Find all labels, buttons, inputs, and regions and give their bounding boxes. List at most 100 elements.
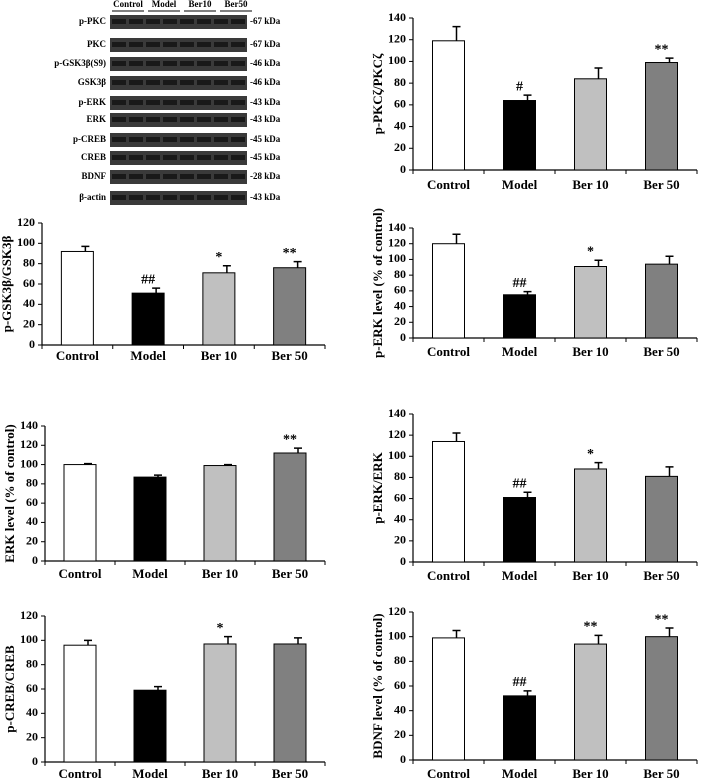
y-tick-label: 80 [394, 469, 406, 483]
lane-label: Model [152, 0, 177, 9]
y-tick-label: 80 [23, 255, 35, 269]
blot-kda: -28 kDa [250, 171, 281, 181]
error-bar [222, 264, 231, 273]
blot-band [146, 100, 160, 105]
bar [645, 636, 678, 761]
bar [503, 294, 536, 339]
y-tick-label: 60 [26, 681, 38, 695]
x-tick-label: Control [58, 766, 101, 781]
blot-band [214, 174, 228, 179]
blot-band [112, 137, 126, 142]
bar [203, 465, 237, 562]
blot-kda: -67 kDa [250, 39, 281, 49]
x-tick-label: Ber 50 [643, 177, 679, 192]
significance-mark: # [516, 79, 523, 94]
x-tick-label: Control [58, 566, 101, 581]
x-tick-label: Ber 10 [201, 348, 237, 363]
error-bar [294, 637, 302, 644]
error-bar [452, 25, 461, 41]
blot-band [129, 80, 143, 85]
x-tick-label: Ber 10 [572, 177, 608, 192]
blot-row-label: CREB [81, 152, 106, 162]
blot-kda: -46 kDa [250, 58, 281, 68]
error-bar [665, 255, 674, 265]
y-tick-label: 40 [394, 511, 406, 525]
y-tick-label: 100 [388, 53, 406, 67]
error-bar [154, 474, 162, 478]
y-tick-label: 40 [394, 118, 406, 132]
blot-kda: -43 kDa [250, 192, 281, 202]
error-bar [523, 290, 532, 295]
blot-band [197, 117, 211, 122]
y-tick-label: 0 [32, 553, 38, 567]
blot-band [231, 100, 245, 105]
significance-mark: * [587, 244, 594, 259]
x-tick-label: Ber 10 [572, 568, 608, 583]
y-tick-label: 120 [20, 437, 38, 451]
blot-band [129, 155, 143, 160]
blot-row-label: ERK [86, 114, 106, 124]
blot-row-label: PKC [87, 39, 106, 49]
error-bar [594, 67, 603, 79]
significance-mark: ## [141, 272, 155, 287]
bar [432, 243, 465, 339]
x-tick-label: Ber 10 [202, 766, 238, 781]
bar [645, 62, 678, 171]
error-bar [152, 287, 161, 294]
y-tick-label: 100 [17, 235, 35, 249]
blot-band-strip [110, 191, 247, 205]
blot-kda: -45 kDa [250, 134, 281, 144]
blot-band [112, 19, 126, 24]
blot-row-label: p-ERK [78, 97, 106, 107]
bar [574, 468, 607, 563]
blot-band [231, 195, 245, 200]
x-tick-label: Model [502, 177, 538, 192]
bar [202, 272, 236, 346]
blot-row-label: p-PKC [79, 16, 106, 26]
blot-band [163, 42, 177, 47]
y-tick-label: 60 [394, 97, 406, 111]
blot-row-label: p-CREB [73, 134, 106, 144]
blot-band [163, 155, 177, 160]
blot-band-strip [110, 133, 247, 147]
lane-label: Ber10 [189, 0, 212, 9]
blot-band [112, 195, 126, 200]
bar [645, 263, 678, 339]
blot-band [214, 155, 228, 160]
blot-row-label: BDNF [82, 171, 107, 181]
y-tick-label: 0 [32, 754, 38, 768]
blot-band [163, 80, 177, 85]
blot-band [112, 61, 126, 66]
y-tick-label: 140 [388, 220, 406, 234]
x-tick-label: Model [502, 766, 538, 781]
bar [574, 266, 607, 339]
blot-band [129, 117, 143, 122]
y-tick-label: 40 [26, 514, 38, 528]
y-tick-label: 0 [400, 162, 406, 176]
blot-band [146, 117, 160, 122]
bar [63, 464, 97, 562]
blot-band [214, 100, 228, 105]
blot-band [146, 174, 160, 179]
blot-band [112, 100, 126, 105]
blot-band [112, 174, 126, 179]
blot-band [214, 42, 228, 47]
blot-band [146, 80, 160, 85]
blot-band [231, 61, 245, 66]
blot-band [129, 137, 143, 142]
blot-band [231, 19, 245, 24]
y-tick-label: 40 [26, 705, 38, 719]
x-tick-label: Ber 50 [643, 344, 679, 359]
significance-mark: ## [513, 675, 527, 690]
blot-band [231, 117, 245, 122]
y-tick-label: 20 [23, 316, 35, 330]
blot-band [146, 19, 160, 24]
error-bar [84, 462, 92, 465]
blot-band [129, 195, 143, 200]
bar [645, 475, 678, 563]
bar [273, 452, 307, 562]
blot-band [231, 137, 245, 142]
significance-mark: ** [283, 432, 297, 447]
lane-label: Control [113, 0, 143, 9]
blot-band [163, 117, 177, 122]
